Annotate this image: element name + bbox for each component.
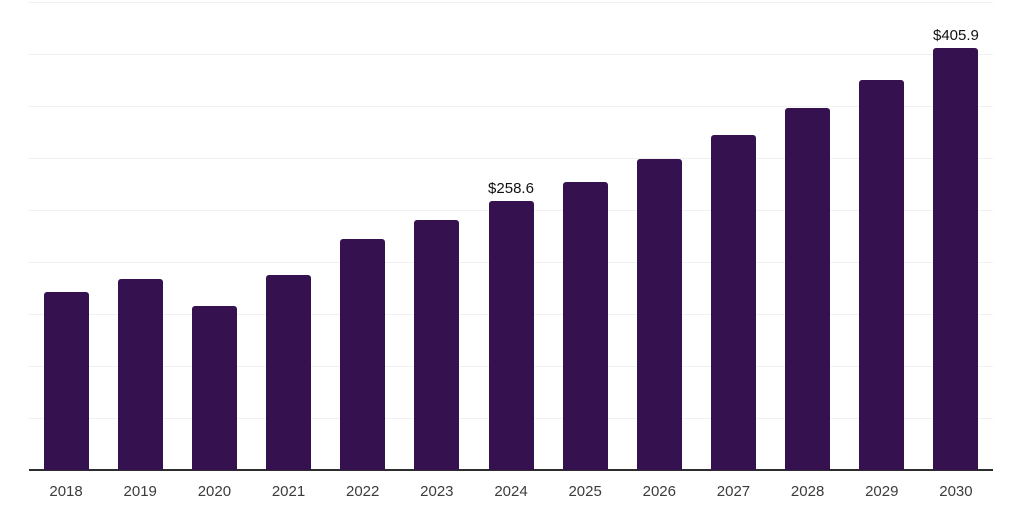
x-tick-label-2028: 2028: [790, 483, 825, 500]
bar-2023: [414, 220, 460, 470]
gridline-350: [29, 105, 993, 107]
bar-2025: [562, 181, 608, 470]
bar-2019: [117, 279, 163, 470]
gridline-300: [29, 157, 993, 159]
bar-2030: [933, 47, 979, 470]
x-tick-label-2030: 2030: [939, 483, 973, 500]
bar-2024: [488, 201, 534, 470]
gridline-450: [29, 1, 993, 3]
x-tick-label-2024: 2024: [494, 483, 528, 500]
x-tick-label-2019: 2019: [123, 483, 157, 500]
bar-2022: [340, 238, 386, 470]
x-tick-label-2023: 2023: [420, 483, 454, 500]
x-tick-label-2025: 2025: [568, 483, 602, 500]
gridline-400: [29, 53, 993, 55]
x-axis-line: [29, 469, 993, 471]
x-tick-label-2026: 2026: [642, 483, 676, 500]
bar-2029: [859, 79, 905, 470]
bar-2021: [266, 275, 312, 470]
x-tick-label-2021: 2021: [271, 483, 306, 500]
bar-value-label-2030: $405.9: [932, 26, 979, 44]
bar-2028: [785, 108, 831, 470]
x-tick-label-2020: 2020: [197, 483, 232, 500]
bar-2027: [710, 134, 756, 470]
bar-2018: [43, 291, 89, 470]
x-tick-label-2018: 2018: [49, 483, 83, 500]
bar-2020: [191, 305, 237, 470]
bar-2026: [636, 159, 682, 470]
x-tick-label-2029: 2029: [865, 483, 899, 500]
x-tick-label-2022: 2022: [346, 483, 380, 500]
x-tick-label-2027: 2027: [716, 483, 751, 500]
plot-area: [29, 1, 993, 471]
bar-value-label-2024: $258.6: [488, 180, 534, 198]
